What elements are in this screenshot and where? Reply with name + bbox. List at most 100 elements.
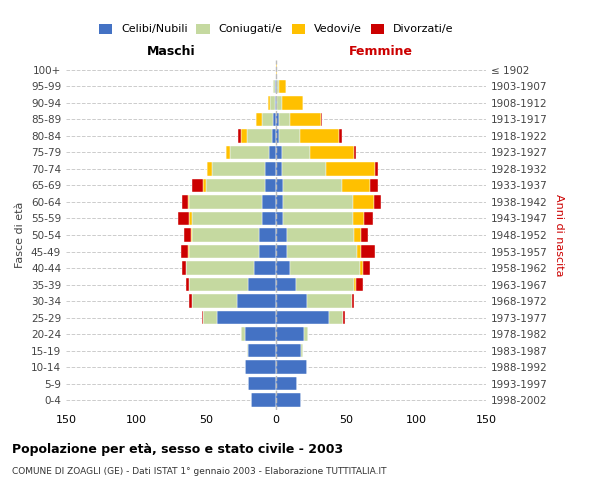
Bar xyxy=(262,196,276,208)
Bar xyxy=(276,278,296,291)
Bar xyxy=(192,212,262,225)
Bar xyxy=(296,278,355,291)
Bar xyxy=(276,344,301,357)
Bar xyxy=(272,130,276,142)
Bar xyxy=(191,228,192,241)
Bar xyxy=(374,196,381,208)
Bar xyxy=(276,64,277,76)
Text: COMUNE DI ZOAGLI (GE) - Dati ISTAT 1° gennaio 2003 - Elaborazione TUTTITALIA.IT: COMUNE DI ZOAGLI (GE) - Dati ISTAT 1° ge… xyxy=(12,468,386,476)
Bar xyxy=(189,294,192,308)
Bar xyxy=(276,96,277,110)
Bar xyxy=(287,245,357,258)
Bar xyxy=(247,130,272,142)
Bar xyxy=(276,130,279,142)
Bar xyxy=(276,80,277,93)
Bar xyxy=(262,212,276,225)
Bar xyxy=(184,228,191,241)
Bar xyxy=(276,146,281,159)
Bar xyxy=(355,278,356,291)
Bar xyxy=(192,294,237,308)
Bar xyxy=(370,179,378,192)
Bar xyxy=(230,146,269,159)
Legend: Celibi/Nubili, Coniugati/e, Vedovi/e, Divorzati/e: Celibi/Nubili, Coniugati/e, Vedovi/e, Di… xyxy=(99,24,453,34)
Bar xyxy=(202,311,203,324)
Bar xyxy=(273,113,276,126)
Bar xyxy=(268,96,271,110)
Bar xyxy=(300,130,339,142)
Bar xyxy=(277,80,279,93)
Bar xyxy=(206,179,265,192)
Bar xyxy=(269,146,276,159)
Bar xyxy=(262,113,273,126)
Bar xyxy=(355,146,356,159)
Bar xyxy=(276,113,279,126)
Bar xyxy=(360,262,363,274)
Text: Maschi: Maschi xyxy=(146,44,196,58)
Bar xyxy=(189,196,262,208)
Bar xyxy=(245,360,276,374)
Bar xyxy=(283,196,353,208)
Bar xyxy=(276,360,307,374)
Bar xyxy=(226,146,230,159)
Bar xyxy=(259,245,276,258)
Bar xyxy=(276,394,301,406)
Bar xyxy=(203,179,206,192)
Bar xyxy=(279,80,286,93)
Bar xyxy=(307,294,352,308)
Bar xyxy=(276,228,287,241)
Bar xyxy=(192,228,259,241)
Bar xyxy=(276,311,329,324)
Bar xyxy=(248,278,276,291)
Bar xyxy=(279,130,300,142)
Bar xyxy=(241,328,245,340)
Text: Popolazione per età, sesso e stato civile - 2003: Popolazione per età, sesso e stato civil… xyxy=(12,442,343,456)
Bar xyxy=(276,377,297,390)
Bar xyxy=(189,245,259,258)
Bar xyxy=(238,130,241,142)
Bar xyxy=(254,262,276,274)
Bar xyxy=(192,179,203,192)
Text: Femmine: Femmine xyxy=(349,44,413,58)
Bar xyxy=(256,113,262,126)
Bar xyxy=(353,212,364,225)
Bar xyxy=(259,228,276,241)
Bar xyxy=(188,245,189,258)
Bar xyxy=(304,328,308,340)
Bar xyxy=(276,294,307,308)
Bar xyxy=(376,162,378,175)
Y-axis label: Anni di nascita: Anni di nascita xyxy=(554,194,564,276)
Bar xyxy=(355,228,361,241)
Bar xyxy=(178,212,189,225)
Bar xyxy=(245,328,276,340)
Bar xyxy=(329,311,343,324)
Bar xyxy=(276,262,290,274)
Bar xyxy=(281,162,326,175)
Bar xyxy=(276,179,283,192)
Bar xyxy=(357,245,361,258)
Bar xyxy=(276,328,304,340)
Bar xyxy=(281,96,302,110)
Bar xyxy=(343,311,344,324)
Bar xyxy=(182,262,187,274)
Bar xyxy=(188,196,189,208)
Bar xyxy=(187,278,189,291)
Bar xyxy=(248,377,276,390)
Bar xyxy=(321,113,322,126)
Bar xyxy=(247,344,248,357)
Bar xyxy=(212,162,265,175)
Bar xyxy=(310,146,355,159)
Bar xyxy=(237,294,276,308)
Bar xyxy=(339,130,342,142)
Bar xyxy=(275,80,276,93)
Bar xyxy=(361,245,376,258)
Bar xyxy=(271,96,275,110)
Bar xyxy=(290,113,321,126)
Bar xyxy=(189,212,192,225)
Bar xyxy=(241,130,247,142)
Bar xyxy=(287,228,355,241)
Bar xyxy=(181,245,188,258)
Bar xyxy=(356,278,363,291)
Bar xyxy=(301,344,302,357)
Bar xyxy=(342,179,370,192)
Bar xyxy=(290,262,360,274)
